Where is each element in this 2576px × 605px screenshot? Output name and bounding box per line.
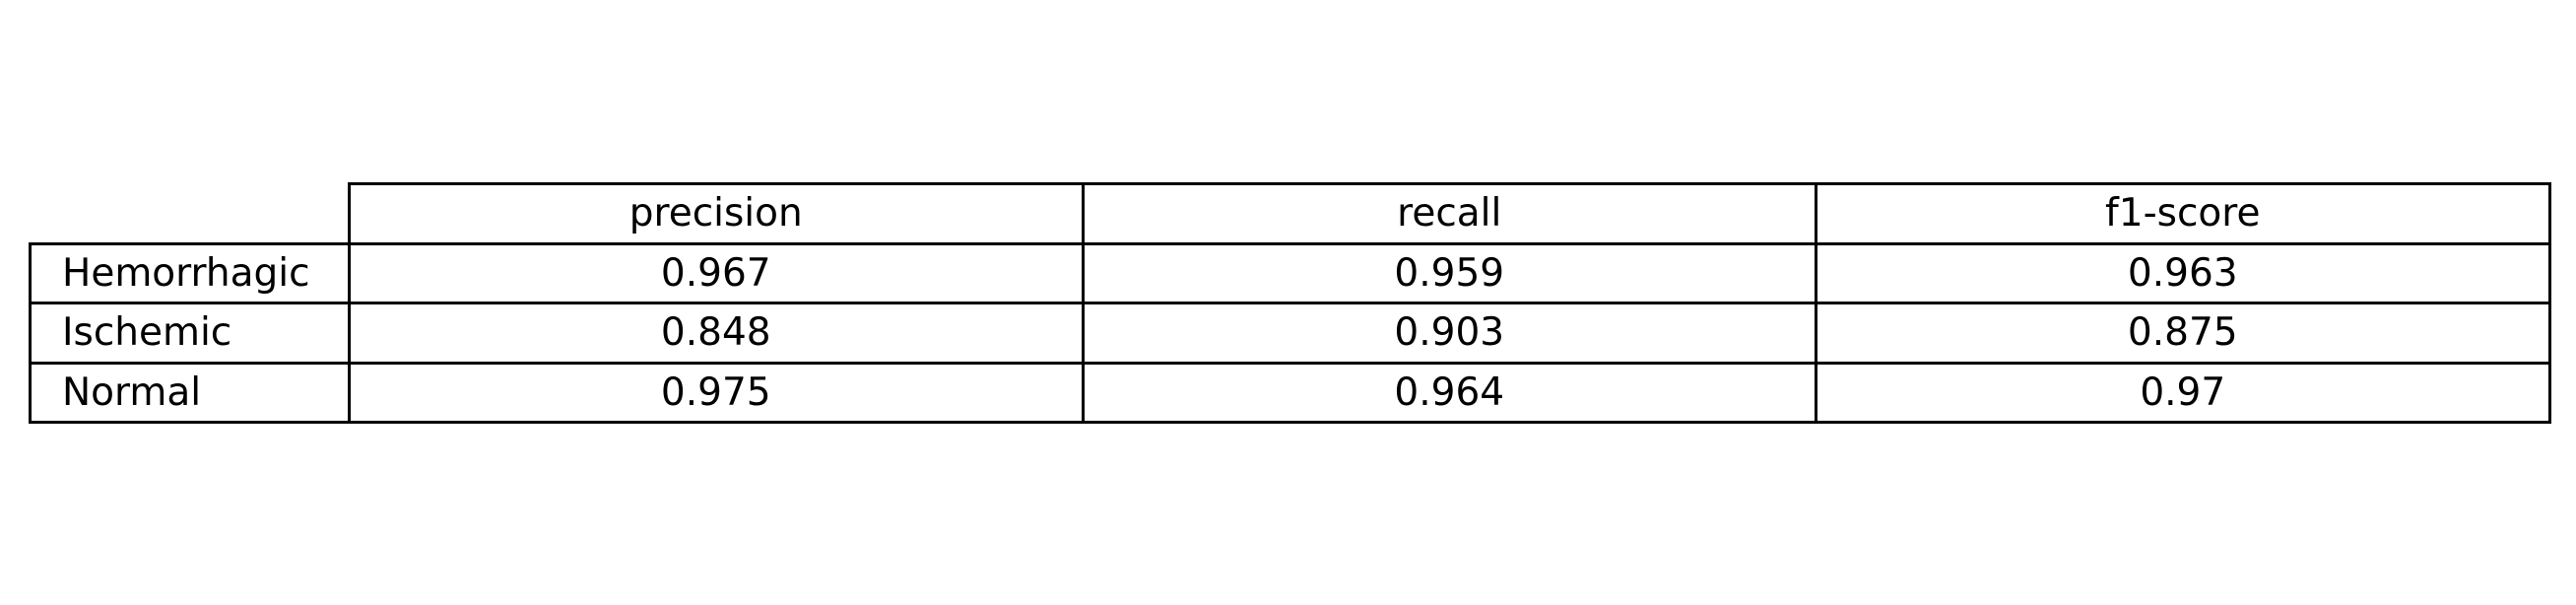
table-data-value: 0.903 bbox=[1394, 310, 1505, 356]
table-data-value: 0.848 bbox=[660, 310, 771, 356]
table-data-value: 0.963 bbox=[2127, 250, 2238, 296]
table-data-cell: 0.903 bbox=[1081, 302, 1817, 365]
table-data-cell: 0.848 bbox=[348, 302, 1085, 365]
row-header-cell: Hemorrhagic bbox=[29, 241, 352, 304]
table-data-cell: 0.975 bbox=[348, 361, 1085, 424]
row-header-cell: Ischemic bbox=[29, 302, 352, 365]
column-header-cell: recall bbox=[1081, 182, 1817, 245]
row-header-label: Normal bbox=[62, 370, 202, 415]
row-header-label: Hemorrhagic bbox=[62, 250, 310, 296]
table-data-cell: 0.967 bbox=[348, 241, 1085, 304]
column-header-cell: f1-score bbox=[1815, 182, 2551, 245]
table-data-cell: 0.875 bbox=[1815, 302, 2551, 365]
table-data-value: 0.975 bbox=[660, 370, 771, 415]
column-header-label: recall bbox=[1397, 191, 1502, 236]
table-data-value: 0.967 bbox=[660, 250, 771, 296]
table-data-value: 0.875 bbox=[2127, 310, 2238, 356]
table-data-cell: 0.959 bbox=[1081, 241, 1817, 304]
table-data-cell: 0.963 bbox=[1815, 241, 2551, 304]
column-header-cell: precision bbox=[348, 182, 1085, 245]
column-header-label: f1-score bbox=[2105, 191, 2261, 236]
table-data-cell: 0.97 bbox=[1815, 361, 2551, 424]
table-data-cell: 0.964 bbox=[1081, 361, 1817, 424]
table-data-value: 0.97 bbox=[2140, 370, 2226, 415]
table-data-value: 0.964 bbox=[1394, 370, 1505, 415]
row-header-cell: Normal bbox=[29, 361, 352, 424]
row-header-label: Ischemic bbox=[62, 310, 232, 356]
table-data-value: 0.959 bbox=[1394, 250, 1505, 296]
column-header-label: precision bbox=[628, 191, 803, 236]
